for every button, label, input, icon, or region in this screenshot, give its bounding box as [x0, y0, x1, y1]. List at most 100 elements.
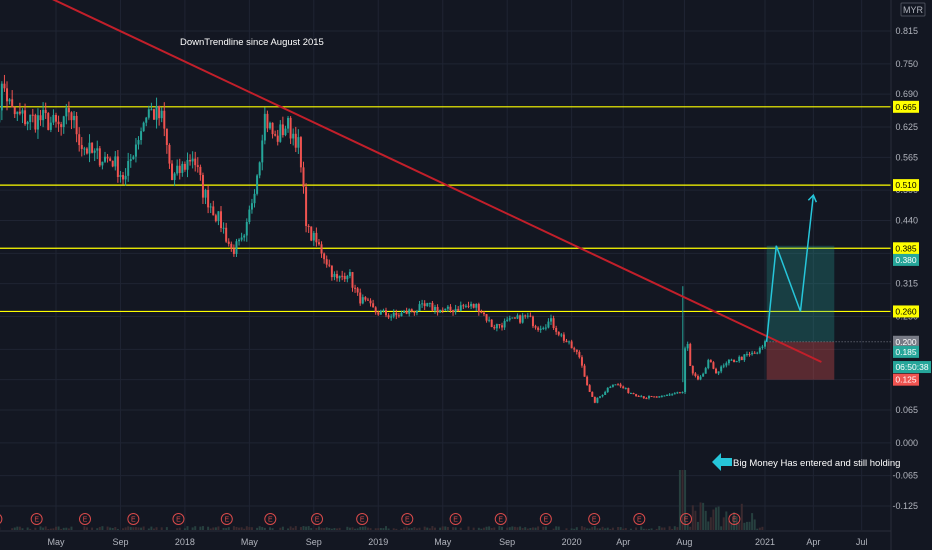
downtrend-line — [52, 0, 822, 363]
candle-body — [299, 137, 302, 168]
earnings-label: E — [176, 517, 181, 524]
candle-body — [596, 397, 599, 403]
volume-bar — [310, 528, 313, 530]
candle-body — [392, 312, 395, 317]
volume-bar — [140, 527, 143, 530]
candle-body — [201, 175, 204, 198]
profit-zone — [766, 245, 835, 342]
candle-body — [503, 320, 506, 328]
candle-body — [578, 351, 581, 358]
candle-body — [696, 375, 699, 380]
volume-bar — [647, 528, 650, 530]
candle-body — [715, 368, 718, 374]
volume-bar — [98, 526, 101, 530]
candle-body — [199, 166, 202, 176]
volume-bar — [11, 528, 14, 530]
volume-bar — [588, 528, 591, 530]
volume-bar — [369, 528, 372, 530]
level-tag-bg — [893, 305, 919, 318]
candle-body — [738, 356, 741, 362]
candle-body — [21, 110, 24, 114]
candle-body — [305, 186, 308, 226]
volume-bar — [702, 502, 705, 530]
candle-body — [204, 189, 207, 198]
volume-bar — [410, 528, 413, 530]
volume-bar — [155, 527, 158, 530]
volume-bar — [529, 527, 532, 530]
volume-bar — [748, 521, 751, 530]
volume-bar — [609, 528, 612, 530]
volume-bar — [366, 527, 369, 530]
candle-body — [34, 114, 37, 130]
volume-bar — [152, 528, 155, 530]
price-axis-bg — [891, 0, 932, 550]
candle-body — [279, 124, 282, 142]
volume-bar — [485, 526, 488, 530]
candle-body — [598, 396, 601, 398]
candle-body — [62, 116, 65, 128]
volume-bar — [506, 527, 509, 530]
volume-bar — [227, 527, 230, 530]
volume-bar — [328, 528, 331, 530]
candle-body — [694, 373, 697, 376]
price-axis[interactable]: MYR0.8150.7500.6900.6250.5650.5000.4400.… — [890, 0, 932, 550]
volume-bar — [678, 470, 681, 530]
volume-bar — [359, 526, 362, 530]
volume-bar — [142, 526, 145, 530]
volume-bar — [49, 528, 52, 530]
volume-bar — [743, 522, 746, 530]
candle-body — [550, 318, 553, 322]
volume-bar — [67, 528, 70, 530]
candle-body — [390, 316, 393, 318]
volume-bar — [176, 528, 179, 530]
volume-bar — [109, 527, 112, 530]
volume-bar — [134, 527, 137, 530]
candle-body — [189, 159, 192, 162]
time-axis[interactable]: May Sep 2018 May Sep 2019 May Sep 2020 Apr Aug 2021… — [0, 530, 891, 547]
candle-body — [524, 315, 527, 317]
volume-bar — [91, 527, 94, 530]
candle-body — [666, 395, 669, 397]
candle-body — [678, 392, 681, 394]
earnings-marker — [356, 513, 369, 525]
volume-bar — [508, 527, 511, 530]
candle-body — [405, 311, 408, 314]
candle-body — [106, 156, 109, 159]
volume-bar — [379, 528, 382, 530]
candle-body — [227, 241, 230, 244]
volume-bar — [740, 503, 743, 530]
price-tick: -0.065 — [892, 471, 918, 481]
price-tick: 0.315 — [895, 279, 918, 289]
volume-bar — [671, 528, 674, 530]
time-tick: May — [241, 537, 259, 547]
volume-bar — [446, 526, 449, 530]
candle-body — [673, 393, 676, 395]
earnings-label: E — [592, 517, 597, 524]
candle-body — [181, 163, 184, 173]
candle-body — [317, 242, 320, 245]
candle-body — [586, 376, 589, 386]
projection-path — [765, 195, 815, 342]
time-tick: 2018 — [175, 537, 195, 547]
volume-bar — [591, 527, 594, 530]
volume-bar — [137, 527, 140, 530]
candle-body — [490, 319, 493, 327]
candle-body — [488, 319, 491, 321]
earnings-label: E — [732, 517, 737, 524]
volume-bar — [387, 528, 390, 530]
candle-body — [684, 348, 687, 393]
candle-body — [142, 122, 145, 132]
volume-bar — [39, 526, 42, 530]
volume-bar — [52, 528, 55, 530]
volume-bar — [611, 527, 614, 530]
annotations: DownTrendline since August 2015 Big Money… — [180, 37, 900, 471]
volume-bar — [751, 513, 754, 530]
price-tick: 0.625 — [895, 122, 918, 132]
volume-bar — [377, 528, 380, 530]
candle-body — [735, 361, 738, 363]
candle-body — [464, 305, 467, 307]
candle-body — [29, 114, 32, 122]
volume-bar — [583, 527, 586, 530]
candle-body — [658, 396, 661, 398]
